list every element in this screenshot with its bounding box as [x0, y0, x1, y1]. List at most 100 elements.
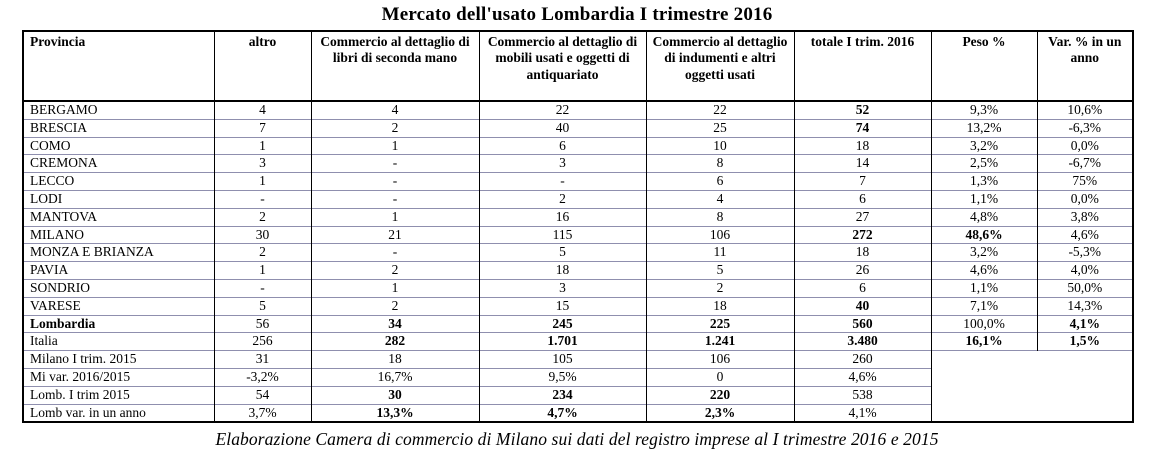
- table-cell: 105: [478, 350, 647, 369]
- table-row: MILANO 30 21 115 106 272 48,6% 4,6%: [22, 225, 1134, 244]
- column-header-1: Provincia: [22, 31, 215, 102]
- table-cell: 18: [478, 261, 647, 280]
- table-cell: 9,5%: [478, 367, 647, 387]
- table-cell: 16,1%: [930, 332, 1038, 351]
- table-cell: 0,0%: [1036, 189, 1134, 209]
- table-row: LECCO 1- -6 7 1,3% 75%: [22, 172, 1134, 191]
- table-row: Milano I trim. 2015 31 18 105 106 260: [22, 350, 1134, 423]
- table-cell: 1: [213, 172, 312, 191]
- row-label: CREMONA: [22, 154, 215, 173]
- row-label: PAVIA: [22, 261, 215, 280]
- table-row: LODI - -2 4 6 1,1% 0,0%: [22, 189, 1134, 209]
- table-cell: 260: [793, 350, 932, 369]
- table-cell: -6,7%: [1036, 154, 1134, 173]
- table-cell: 3: [478, 278, 647, 298]
- table-row: Mi var. 2016/2015 -3,2% 16,7% 9,5% 0 4,6%: [22, 367, 1133, 387]
- table-cell: 31: [213, 350, 312, 369]
- table-cell: 100,0%: [930, 314, 1038, 333]
- table-cell: 220: [645, 385, 795, 405]
- table-cell: 2,3%: [645, 403, 795, 423]
- table-cell: 1.241: [645, 332, 795, 351]
- table-cell: 14,3%: [1036, 296, 1134, 316]
- table-row: Italia 256 282 1.701 1.241 3.480 16,1% 1,5%: [22, 332, 1134, 351]
- table-cell: -6,3%: [1036, 118, 1134, 138]
- table-cell: -: [213, 278, 312, 298]
- table-cell: 14: [793, 154, 932, 173]
- table-cell: -: [213, 189, 312, 209]
- table-cell: 50,0%: [1036, 278, 1134, 298]
- row-label: SONDRIO: [22, 278, 215, 298]
- table-cell: 225: [645, 314, 795, 333]
- table-cell: 4,7%: [478, 403, 647, 423]
- column-header-7: Peso %: [930, 31, 1038, 102]
- table-cell: 48,6%: [930, 225, 1038, 244]
- row-label: VARESE: [22, 296, 215, 316]
- table-cell: 272: [793, 225, 932, 244]
- table-cell: 106: [645, 225, 795, 244]
- table-cell: 234: [478, 385, 647, 405]
- table-cell: 8: [645, 207, 795, 227]
- table-cell: 22: [645, 100, 795, 120]
- table-row: BRESCIA 7 2 40 25 74 13,2% -6,3%: [22, 118, 1134, 138]
- row-label: MILANO: [22, 225, 215, 244]
- table-cell: -: [310, 154, 480, 173]
- table-cell: -: [478, 172, 647, 191]
- table-cell: 4,0%: [1036, 261, 1134, 280]
- row-label: Lomb. I trim 2015: [22, 385, 215, 405]
- row-label: MANTOVA: [22, 207, 215, 227]
- table-cell: 1,3%: [930, 172, 1038, 191]
- table-cell: -: [310, 243, 480, 262]
- table-cell: 6: [793, 189, 932, 209]
- table-row: SONDRIO -1 3 2 6 1,1% 50,0%: [22, 278, 1134, 298]
- merged-empty-cell: [930, 350, 1134, 423]
- table-cell: 15: [478, 296, 647, 316]
- table-cell: 5: [645, 261, 795, 280]
- table-cell: 5: [478, 243, 647, 262]
- table-caption: Elaborazione Camera di commercio di Mila…: [215, 429, 939, 450]
- table-cell: 56: [213, 314, 312, 333]
- usato-lombardia-table: Provincia altro Commercio al dettaglio di …: [22, 30, 1134, 424]
- table-cell: 0,0%: [1036, 136, 1134, 155]
- table-row: VARESE 5 2 15 18 40 7,1% 14,3%: [22, 296, 1134, 316]
- table-cell: 2: [310, 118, 480, 138]
- table-cell: 74: [793, 118, 932, 138]
- row-label: MONZA E BRIANZA: [22, 243, 215, 262]
- table-cell: 25: [645, 118, 795, 138]
- table-cell: 2: [310, 261, 480, 280]
- table-cell: -3,2%: [213, 367, 312, 387]
- table-row: Lomb var. in un anno 3,7% 13,3% 4,7% 2,3% 4,1…: [22, 403, 1133, 423]
- table-row: MONZA E BRIANZA 2-5 11 18 3,2% -5,3%: [22, 243, 1134, 262]
- table-cell: 6: [645, 172, 795, 191]
- table-cell: 2,5%: [930, 154, 1038, 173]
- table-cell: 256: [213, 332, 312, 351]
- row-label: BERGAMO: [22, 100, 215, 120]
- table-cell: 1: [213, 261, 312, 280]
- table-cell: 5: [213, 296, 312, 316]
- table-cell: 30: [213, 225, 312, 244]
- table-cell: 18: [793, 243, 932, 262]
- table-cell: 4: [310, 100, 480, 120]
- table-row: MANTOVA 2 1 16 8 27 4,8% 3,8%: [22, 207, 1134, 227]
- table-cell: 54: [213, 385, 312, 405]
- table-cell: 40: [793, 296, 932, 316]
- table-cell: 4: [213, 100, 312, 120]
- row-label: COMO: [22, 136, 215, 155]
- table-cell: 3.480: [793, 332, 932, 351]
- table-cell: 21: [310, 225, 480, 244]
- table-cell: 1,1%: [930, 278, 1038, 298]
- table-cell: 2: [478, 189, 647, 209]
- row-label: Italia: [22, 332, 215, 351]
- table-cell: 1,5%: [1036, 332, 1134, 351]
- table-cell: 4,6%: [793, 367, 932, 387]
- table-cell: 3,2%: [930, 136, 1038, 155]
- table-cell: 1: [213, 136, 312, 155]
- table-cell: 1: [310, 207, 480, 227]
- table-cell: 10,6%: [1036, 100, 1134, 120]
- table-cell: 7,1%: [930, 296, 1038, 316]
- row-label: Mi var. 2016/2015: [22, 367, 215, 387]
- table-cell: 115: [478, 225, 647, 244]
- table-cell: 2: [310, 296, 480, 316]
- table-cell: 18: [793, 136, 932, 155]
- table-cell: -: [310, 189, 480, 209]
